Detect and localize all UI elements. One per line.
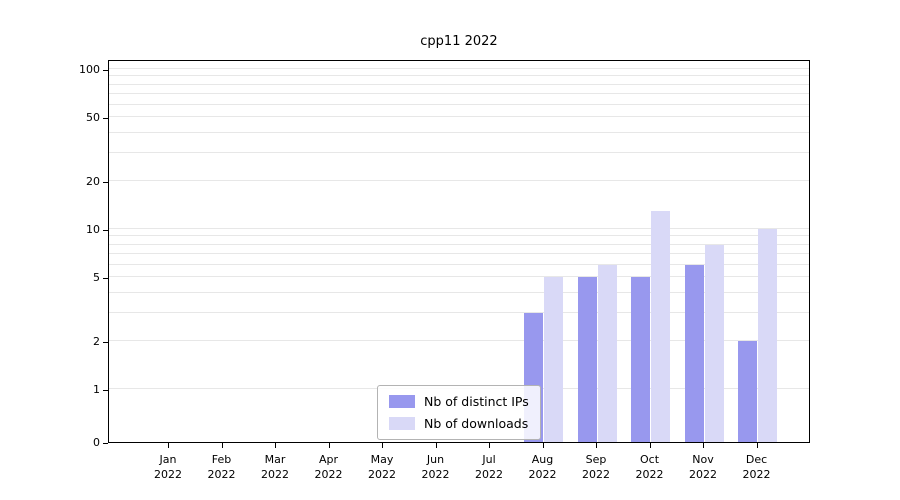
x-tick-label-sep: Sep 2022 [582, 453, 610, 481]
gridline [109, 116, 809, 118]
gridline [109, 311, 809, 313]
x-tick-label-nov: Nov 2022 [689, 453, 717, 481]
x-tick-label-may: May 2022 [368, 453, 396, 481]
bar-downloads-aug [544, 277, 563, 442]
x-tick-mark [649, 443, 651, 448]
gridline [109, 339, 809, 341]
gridline [109, 263, 809, 265]
x-tick-mark [756, 443, 758, 448]
legend-swatch-distinct-ips [389, 395, 415, 408]
x-tick-mark [489, 443, 490, 448]
gridline [109, 228, 809, 229]
bar-distinct-ips-sep [577, 277, 597, 442]
y-tick-mark [103, 230, 108, 231]
bar-downloads-nov [704, 244, 724, 442]
x-tick-label-aug: Aug 2022 [528, 453, 557, 481]
legend-entry-downloads: Nb of downloads [389, 416, 529, 431]
y-tick-mark [103, 118, 108, 120]
x-tick-mark [435, 443, 437, 448]
gridline [109, 276, 809, 278]
gridline [109, 92, 809, 94]
legend-label-downloads: Nb of downloads [424, 416, 529, 431]
bar-downloads-dec [758, 229, 777, 442]
gridline [109, 83, 809, 85]
gridline [109, 179, 809, 181]
gridline [109, 75, 809, 77]
y-tick-mark [103, 181, 108, 183]
y-tick-mark [103, 390, 108, 391]
y-tick-mark [103, 341, 108, 343]
y-tick-label-0: 0 [93, 436, 100, 449]
gridline [109, 243, 809, 245]
x-tick-label-jan: Jan 2022 [154, 453, 182, 481]
x-tick-label-mar: Mar 2022 [261, 453, 289, 481]
x-tick-mark [328, 443, 330, 448]
y-tick-label-50: 50 [86, 111, 100, 125]
gridline [109, 151, 809, 153]
x-tick-mark [596, 443, 597, 448]
x-tick-mark [703, 443, 704, 448]
legend-label-distinct-ips: Nb of distinct IPs [424, 394, 529, 409]
gridline [109, 291, 809, 293]
x-tick-mark [542, 443, 544, 448]
x-tick-mark [275, 443, 276, 448]
legend: Nb of distinct IPs Nb of downloads [377, 385, 541, 440]
bar-distinct-ips-oct [631, 277, 650, 442]
bar-distinct-ips-nov [684, 264, 704, 442]
legend-entry-distinct-ips: Nb of distinct IPs [389, 394, 529, 409]
y-tick-mark [103, 278, 108, 280]
gridline [109, 252, 809, 254]
x-tick-label-oct: Oct 2022 [635, 453, 664, 481]
bar-distinct-ips-dec [738, 340, 757, 442]
x-tick-mark [382, 443, 383, 448]
y-tick-label-2: 2 [93, 334, 100, 348]
y-tick-mark [103, 443, 108, 444]
gridline [109, 235, 809, 237]
plot-area: Nb of distinct IPs Nb of downloads [108, 60, 810, 443]
y-tick-label-100: 100 [79, 63, 100, 76]
x-tick-mark [221, 443, 223, 448]
x-tick-label-jul: Jul 2022 [475, 453, 503, 481]
x-tick-label-feb: Feb 2022 [207, 453, 236, 481]
gridline [109, 103, 809, 105]
y-tick-mark [103, 70, 108, 71]
x-tick-label-dec: Dec 2022 [742, 453, 771, 481]
gridline [109, 68, 809, 69]
y-tick-label-5: 5 [93, 271, 100, 285]
gridline [109, 131, 809, 133]
x-tick-label-jun: Jun 2022 [421, 453, 450, 481]
y-tick-label-10: 10 [86, 223, 100, 236]
x-tick-label-apr: Apr 2022 [314, 453, 343, 481]
bar-downloads-sep [597, 264, 617, 442]
x-tick-mark [168, 443, 169, 448]
y-tick-label-20: 20 [86, 174, 100, 188]
chart-title: cpp11 2022 [420, 34, 498, 49]
bar-downloads-oct [651, 210, 670, 442]
y-tick-label-1: 1 [93, 383, 100, 396]
legend-swatch-downloads [389, 417, 415, 430]
